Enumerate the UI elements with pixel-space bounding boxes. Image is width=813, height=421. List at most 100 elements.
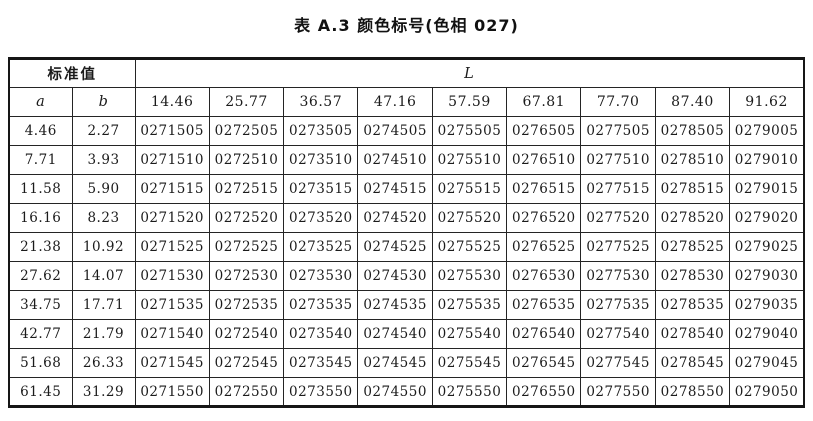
table-row: 16.16 8.23 0271520 0272520 0273520 0274520 027… <box>8 203 805 233</box>
cell-b: 21.79 <box>71 319 136 349</box>
header-l-value: 47.16 <box>357 87 433 117</box>
header-l-group: L <box>134 58 805 88</box>
cell-code: 0272540 <box>208 319 285 349</box>
cell-code: 0271510 <box>134 145 210 175</box>
table-row: 7.71 3.93 0271510 0272510 0273510 0274510 0275… <box>8 145 805 175</box>
cell-code: 0272545 <box>208 348 285 378</box>
cell-code: 0276510 <box>506 145 582 175</box>
cell-a: 16.16 <box>8 203 73 233</box>
cell-code: 0276530 <box>506 261 582 291</box>
cell-a: 34.75 <box>8 290 73 320</box>
b-label: b <box>98 94 109 110</box>
cell-code: 0274510 <box>357 145 433 175</box>
header-row-values: a b 14.46 25.77 36.57 47.16 57.59 67.81 … <box>8 87 805 117</box>
cell-code: 0277550 <box>580 377 656 407</box>
cell-code: 0275515 <box>431 174 508 204</box>
cell-b: 26.33 <box>71 348 136 378</box>
table-row: 42.77 21.79 0271540 0272540 0273540 0274540 02… <box>8 319 805 349</box>
cell-code: 0278525 <box>654 232 731 262</box>
cell-code: 0279040 <box>729 319 805 349</box>
cell-code: 0272520 <box>208 203 285 233</box>
cell-b: 8.23 <box>71 203 136 233</box>
cell-code: 0273540 <box>283 319 359 349</box>
header-standard-value: 标准值 <box>8 58 136 88</box>
cell-code: 0275505 <box>431 116 508 146</box>
cell-code: 0277515 <box>580 174 656 204</box>
cell-code: 0271505 <box>134 116 210 146</box>
cell-a: 51.68 <box>8 348 73 378</box>
cell-code: 0271535 <box>134 290 210 320</box>
cell-code: 0279010 <box>729 145 805 175</box>
cell-code: 0274550 <box>357 377 433 407</box>
cell-code: 0274520 <box>357 203 433 233</box>
header-l-value: 25.77 <box>208 87 285 117</box>
cell-code: 0276505 <box>506 116 582 146</box>
cell-code: 0278515 <box>654 174 731 204</box>
cell-code: 0271545 <box>134 348 210 378</box>
standard-value-label: 标准值 <box>47 67 97 83</box>
table-row: 61.45 31.29 0271550 0272550 0273550 0274550 02… <box>8 377 805 407</box>
table-row: 34.75 17.71 0271535 0272535 0273535 0274535 02… <box>8 290 805 320</box>
cell-code: 0275550 <box>431 377 508 407</box>
cell-code: 0274545 <box>357 348 433 378</box>
cell-code: 0271540 <box>134 319 210 349</box>
cell-code: 0274515 <box>357 174 433 204</box>
header-l-value: 91.62 <box>729 87 805 117</box>
header-l-value: 77.70 <box>580 87 656 117</box>
cell-a: 21.38 <box>8 232 73 262</box>
cell-code: 0271550 <box>134 377 210 407</box>
header-l-value: 14.46 <box>134 87 210 117</box>
cell-code: 0276550 <box>506 377 582 407</box>
cell-code: 0276535 <box>506 290 582 320</box>
cell-code: 0279050 <box>729 377 805 407</box>
cell-code: 0277545 <box>580 348 656 378</box>
cell-code: 0273535 <box>283 290 359 320</box>
cell-code: 0272505 <box>208 116 285 146</box>
cell-code: 0273520 <box>283 203 359 233</box>
cell-code: 0276520 <box>506 203 582 233</box>
cell-code: 0272525 <box>208 232 285 262</box>
cell-code: 0275540 <box>431 319 508 349</box>
cell-code: 0275510 <box>431 145 508 175</box>
cell-code: 0273550 <box>283 377 359 407</box>
table-title: 表 A.3 颜色标号(色相 027) <box>294 16 519 35</box>
cell-code: 0275525 <box>431 232 508 262</box>
cell-code: 0271530 <box>134 261 210 291</box>
cell-code: 0278520 <box>654 203 731 233</box>
header-b: b <box>71 87 136 117</box>
cell-code: 0271520 <box>134 203 210 233</box>
cell-code: 0278535 <box>654 290 731 320</box>
cell-code: 0276540 <box>506 319 582 349</box>
cell-code: 0276545 <box>506 348 582 378</box>
header-l-value: 36.57 <box>283 87 359 117</box>
table-row: 27.62 14.07 0271530 0272530 0273530 0274530 02… <box>8 261 805 291</box>
header-l-value: 87.40 <box>654 87 731 117</box>
cell-b: 17.71 <box>71 290 136 320</box>
header-l-value: 57.59 <box>431 87 508 117</box>
cell-code: 0272515 <box>208 174 285 204</box>
cell-code: 0277520 <box>580 203 656 233</box>
cell-code: 0274540 <box>357 319 433 349</box>
cell-code: 0279005 <box>729 116 805 146</box>
cell-a: 7.71 <box>8 145 73 175</box>
table-header: 标准值 L a b 14.46 25.77 36.57 47.16 57.59 … <box>8 58 805 117</box>
cell-code: 0278530 <box>654 261 731 291</box>
header-l-value: 67.81 <box>506 87 582 117</box>
cell-code: 0278550 <box>654 377 731 407</box>
cell-code: 0279035 <box>729 290 805 320</box>
cell-code: 0271525 <box>134 232 210 262</box>
table-row: 21.38 10.92 0271525 0272525 0273525 0274525 02… <box>8 232 805 262</box>
cell-code: 0274530 <box>357 261 433 291</box>
cell-code: 0274505 <box>357 116 433 146</box>
cell-code: 0276515 <box>506 174 582 204</box>
a-label: a <box>36 94 46 110</box>
cell-code: 0271515 <box>134 174 210 204</box>
cell-a: 61.45 <box>8 377 73 407</box>
cell-a: 27.62 <box>8 261 73 291</box>
cell-code: 0273510 <box>283 145 359 175</box>
cell-code: 0277540 <box>580 319 656 349</box>
cell-code: 0272510 <box>208 145 285 175</box>
cell-a: 4.46 <box>8 116 73 146</box>
cell-code: 0277525 <box>580 232 656 262</box>
color-code-table: 标准值 L a b 14.46 25.77 36.57 47.16 57.59 … <box>8 57 805 408</box>
